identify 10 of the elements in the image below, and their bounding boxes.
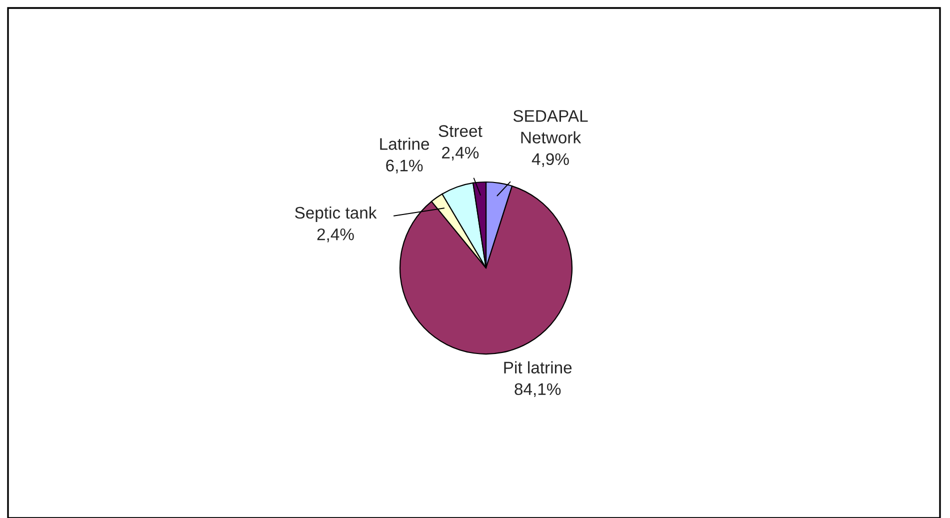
data-label: 4,9% [532, 153, 569, 168]
data-label: 2,4% [317, 228, 354, 242]
data-label: 6,1% [386, 160, 423, 174]
slice-label: SEDAPAL Network [513, 110, 588, 144]
data-label: 2,4% [442, 146, 479, 161]
slice-label: Pit latrine [504, 361, 572, 374]
slice-label: Latrine [380, 138, 430, 150]
slice-label: Street [438, 125, 482, 137]
data-label: 84,1% [514, 383, 561, 398]
slice-label: Septic tank [295, 206, 377, 222]
